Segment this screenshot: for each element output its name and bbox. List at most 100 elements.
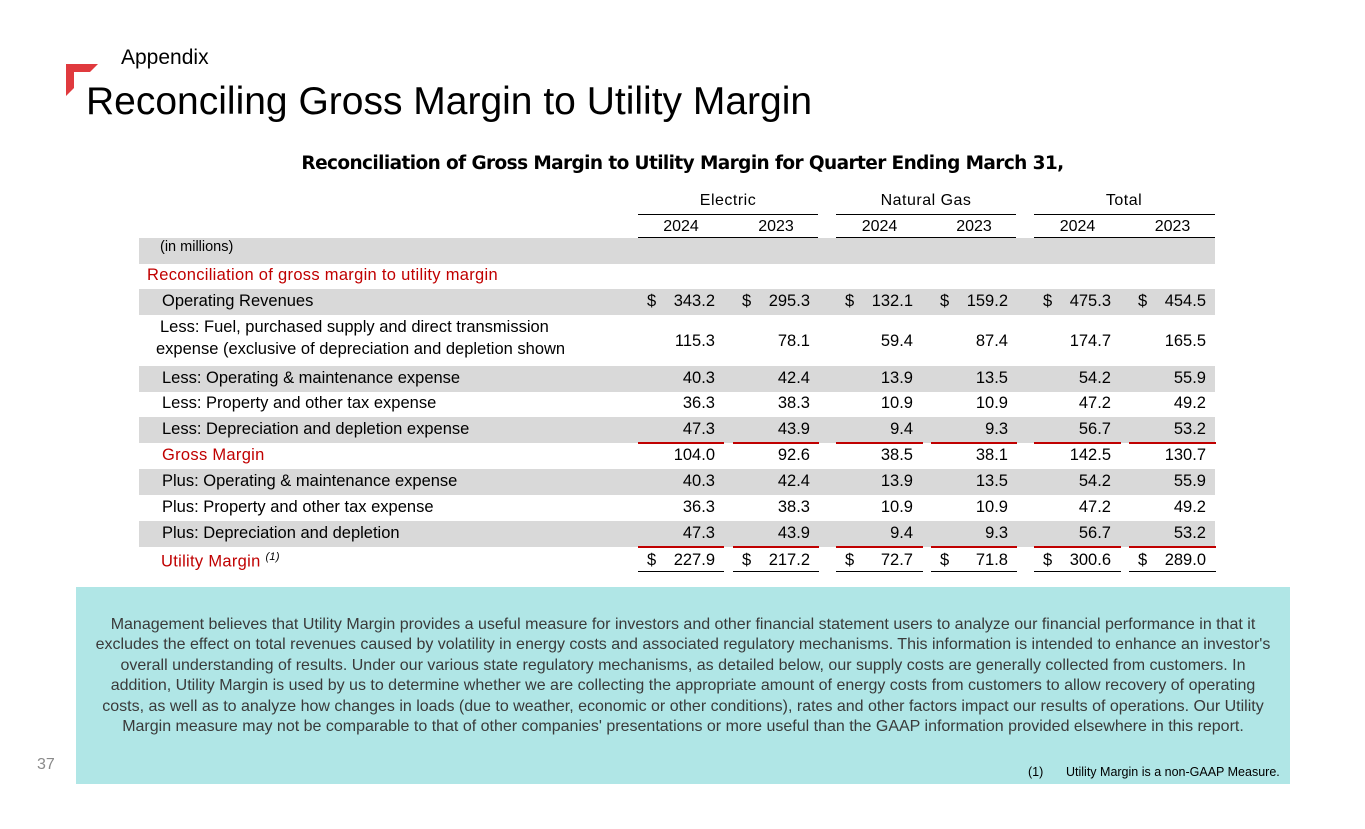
value-cell: 142.5	[1069, 446, 1111, 464]
value-cell: 13.9	[880, 369, 913, 387]
row-label: Gross Margin	[162, 446, 265, 464]
value-cell: 40.3	[682, 369, 715, 387]
currency-symbol: $	[845, 551, 855, 569]
value-cell: 115.3	[674, 332, 715, 350]
total-rule	[836, 571, 923, 572]
value-cell: 87.4	[975, 332, 1008, 350]
value-cell: 56.7	[1078, 420, 1111, 438]
value-cell: 9.4	[890, 420, 913, 438]
value-cell: 130.7	[1164, 446, 1206, 464]
value-cell: 55.9	[1173, 472, 1206, 490]
subtotal-rule	[733, 442, 819, 444]
explanatory-note-text: Management believes that Utility Margin …	[95, 616, 1271, 736]
value-cell: 54.2	[1078, 369, 1111, 387]
year-header: 2024	[861, 218, 898, 235]
corner-accent-shape	[66, 64, 98, 96]
subtotal-rule	[836, 546, 923, 548]
value-cell: 227.9	[673, 551, 715, 569]
value-cell: 53.2	[1173, 524, 1206, 542]
currency-symbol: $	[742, 292, 752, 310]
total-rule	[733, 571, 819, 572]
table-row: Plus: Depreciation and depletion 47.3 43…	[139, 521, 1215, 547]
value-cell: 159.2	[966, 292, 1008, 310]
value-cell: 59.4	[880, 332, 913, 350]
row-label: Less: Operating & maintenance expense	[162, 369, 461, 387]
value-cell: 38.5	[880, 446, 913, 464]
row-label: Less: Depreciation and depletion expense	[162, 420, 470, 438]
value-cell: 56.7	[1078, 524, 1111, 542]
value-cell: 13.9	[880, 472, 913, 490]
units-row: (in millions)	[139, 238, 1215, 264]
currency-symbol: $	[940, 551, 950, 569]
value-cell: 38.3	[777, 394, 810, 412]
value-cell: 42.4	[777, 369, 810, 387]
total-rule	[1129, 571, 1216, 572]
group-header-electric: Electric	[699, 192, 757, 209]
page-number: 37	[37, 756, 55, 773]
row-label-line: Less: Fuel, purchased supply and direct …	[160, 318, 549, 336]
total-rule	[931, 571, 1017, 572]
value-cell: 289.0	[1164, 551, 1206, 569]
value-cell: 54.2	[1078, 472, 1111, 490]
value-cell: 475.3	[1069, 292, 1111, 310]
group-underline	[836, 214, 1016, 215]
value-cell: 78.1	[777, 332, 810, 350]
footnote-number: (1)	[1028, 765, 1044, 779]
table-row: Less: Fuel, purchased supply and direct …	[139, 315, 1215, 366]
utility-margin-label: Utility Margin	[161, 552, 261, 571]
table-row: Plus: Operating & maintenance expense 40…	[139, 469, 1215, 495]
subtotal-rule	[836, 442, 923, 444]
section-heading: Reconciliation of gross margin to utilit…	[147, 266, 498, 284]
table-row: Less: Depreciation and depletion expense…	[139, 417, 1215, 443]
currency-symbol: $	[742, 551, 752, 569]
value-cell: 43.9	[777, 420, 810, 438]
value-cell: 217.2	[768, 551, 810, 569]
value-cell: 10.9	[880, 394, 913, 412]
table-row: Less: Property and other tax expense 36.…	[139, 392, 1215, 417]
page-title: Reconciling Gross Margin to Utility Marg…	[86, 80, 813, 123]
subtotal-rule	[1034, 442, 1121, 444]
subtotal-rule	[1129, 546, 1216, 548]
group-underline	[1034, 214, 1215, 215]
subtotal-rule	[931, 442, 1017, 444]
value-cell: 38.1	[975, 446, 1008, 464]
value-cell: 36.3	[682, 498, 715, 516]
value-cell: 9.3	[985, 420, 1008, 438]
subtotal-rule	[638, 546, 724, 548]
value-cell: 42.4	[777, 472, 810, 490]
currency-symbol: $	[940, 292, 950, 310]
value-cell: 47.3	[682, 524, 715, 542]
total-rule	[638, 571, 724, 572]
group-underline	[638, 214, 818, 215]
value-cell: 55.9	[1173, 369, 1206, 387]
value-cell: 13.5	[975, 369, 1008, 387]
currency-symbol: $	[1138, 551, 1148, 569]
value-cell: 9.4	[890, 524, 913, 542]
subtotal-rule	[733, 546, 819, 548]
units-note: (in millions)	[160, 239, 234, 255]
currency-symbol: $	[1138, 292, 1148, 310]
row-label-line: expense (exclusive of depreciation and d…	[156, 340, 566, 358]
value-cell: 43.9	[777, 524, 810, 542]
value-cell: 10.9	[975, 498, 1008, 516]
currency-symbol: $	[1043, 292, 1053, 310]
year-header: 2023	[1154, 218, 1191, 235]
year-header: 2024	[1059, 218, 1096, 235]
value-cell: 10.9	[880, 498, 913, 516]
value-cell: 38.3	[777, 498, 810, 516]
currency-symbol: $	[647, 551, 657, 569]
value-cell: 53.2	[1173, 420, 1206, 438]
corner-accent-icon	[66, 64, 98, 96]
year-underline	[836, 237, 1016, 238]
value-cell: 72.7	[880, 551, 913, 569]
value-cell: 10.9	[975, 394, 1008, 412]
value-cell: 9.3	[985, 524, 1008, 542]
gross-margin-row: Gross Margin 104.0 92.6 38.5 38.1 142.5 …	[139, 443, 1215, 469]
currency-symbol: $	[1043, 551, 1053, 569]
value-cell: 165.5	[1164, 332, 1206, 350]
table-row: Operating Revenues $ 343.2 $ 295.3 $ 132…	[139, 289, 1215, 315]
value-cell: 343.2	[673, 292, 715, 310]
row-label: Plus: Operating & maintenance expense	[162, 472, 458, 490]
table-row: Plus: Property and other tax expense 36.…	[139, 495, 1215, 521]
explanatory-note-box	[76, 587, 1290, 784]
